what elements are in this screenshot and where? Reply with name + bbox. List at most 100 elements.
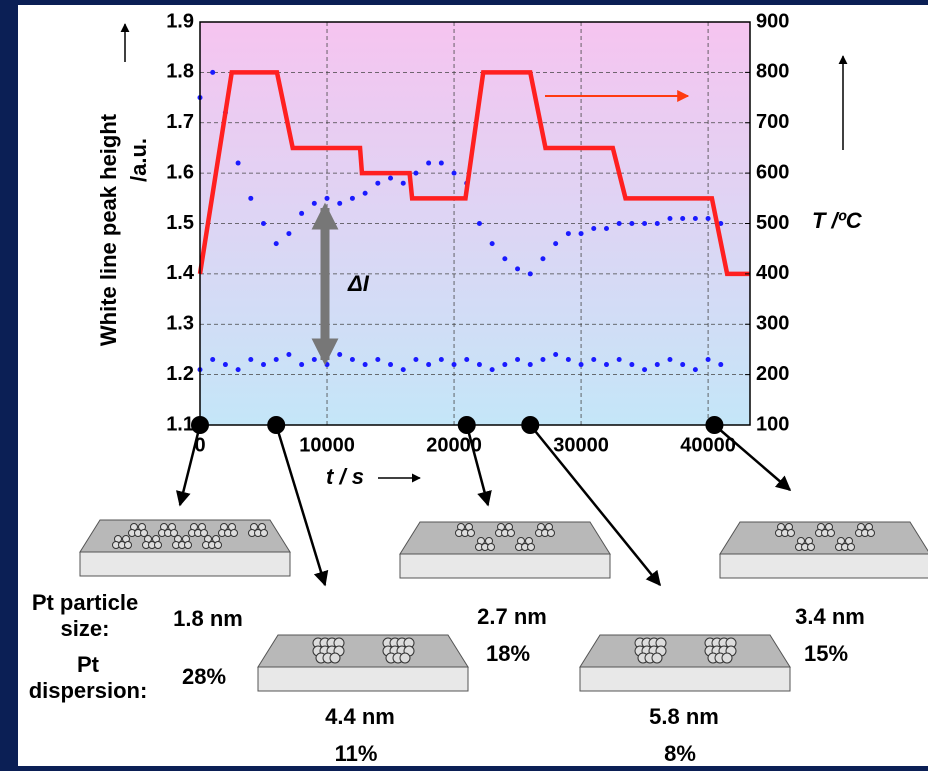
data-point: [248, 195, 254, 201]
particle: [399, 652, 411, 664]
data-point: [692, 367, 698, 373]
data-point: [388, 175, 394, 181]
data-point: [680, 362, 686, 368]
particle: [230, 529, 238, 537]
x-tick-label: 0: [194, 434, 205, 456]
data-point: [311, 200, 317, 206]
particle: [547, 529, 555, 537]
dispersion-label-line: dispersion:: [29, 678, 148, 703]
y2-tick-label: 600: [756, 161, 789, 183]
particle-size: 3.4 nm: [795, 604, 865, 629]
data-point: [616, 221, 622, 226]
sample-point: [521, 416, 540, 434]
slab-top: [399, 521, 611, 555]
y-tick-label: 1.3: [166, 313, 194, 335]
data-point: [603, 362, 609, 368]
data-point: [642, 367, 648, 373]
data-point: [527, 362, 533, 368]
y-tick-label: 1.2: [166, 363, 194, 385]
data-point: [349, 195, 355, 201]
slab-front: [399, 553, 611, 579]
data-point: [476, 362, 482, 368]
data-point: [540, 256, 546, 262]
particle-size: 4.4 nm: [325, 704, 395, 729]
particle-size: 2.7 nm: [477, 604, 547, 629]
y-tick-label: 1.1: [166, 413, 194, 435]
data-point: [616, 357, 622, 363]
particle: [487, 543, 495, 551]
particle: [527, 543, 535, 551]
sample-arrow: [275, 424, 329, 587]
data-point: [578, 362, 584, 368]
particle: [507, 529, 515, 537]
data-point: [476, 221, 482, 226]
slab-top: [579, 634, 791, 668]
data-point: [324, 195, 330, 201]
data-point: [553, 351, 559, 357]
slab-front: [719, 553, 928, 579]
data-point: [273, 357, 279, 363]
particle: [867, 529, 875, 537]
particle: [184, 541, 192, 549]
data-point: [667, 215, 673, 221]
data-point: [718, 221, 724, 226]
data-point: [705, 215, 711, 221]
y2-tick-label: 100: [756, 413, 789, 435]
slab-front: [579, 666, 791, 692]
data-point: [565, 231, 571, 237]
data-point: [642, 221, 648, 226]
dispersion: 15%: [804, 641, 848, 666]
data-point: [324, 362, 330, 368]
data-point: [273, 241, 279, 247]
data-point: [654, 362, 660, 368]
data-point: [286, 231, 292, 237]
x-tick-label: 20000: [426, 434, 482, 456]
size-label: Pt particle size:: [32, 590, 138, 641]
data-point: [464, 357, 470, 363]
particle: [651, 652, 663, 664]
data-point: [362, 362, 368, 368]
particle: [467, 529, 475, 537]
dispersion-label: Pt dispersion:: [29, 652, 148, 703]
particle: [154, 541, 162, 549]
sample-arrow: [465, 424, 492, 507]
y2-tick-label: 200: [756, 363, 789, 385]
y-axis-unit: /a.u.: [126, 138, 151, 182]
y-axis-title: White line peak height: [96, 113, 121, 346]
y2-tick-label: 400: [756, 262, 789, 284]
particle: [847, 543, 855, 551]
data-point: [337, 351, 343, 357]
sample-point: [267, 416, 286, 434]
data-point: [299, 210, 305, 216]
data-point: [388, 362, 394, 368]
data-point: [235, 160, 241, 166]
data-point: [400, 180, 406, 186]
dispersion-label-line: Pt: [77, 652, 100, 677]
data-point: [540, 357, 546, 363]
sample-point: [457, 416, 476, 434]
particle: [787, 529, 795, 537]
data-point: [311, 357, 317, 363]
slab-top: [257, 634, 469, 668]
y-tick-label: 1.8: [166, 61, 194, 83]
data-point: [286, 351, 292, 357]
data-point: [438, 357, 444, 363]
data-point: [210, 357, 216, 363]
particle: [124, 541, 132, 549]
particle: [260, 529, 268, 537]
y-tick-label: 1.6: [166, 161, 194, 183]
data-point: [451, 170, 457, 176]
sample-arrow: [529, 424, 661, 587]
particle: [827, 529, 835, 537]
data-point: [603, 226, 609, 232]
slab-top: [719, 521, 928, 555]
data-point: [502, 256, 508, 262]
y2-axis-title: T /ºC: [812, 208, 863, 233]
particle: [721, 652, 733, 664]
data-point: [426, 160, 432, 166]
data-point: [400, 367, 406, 373]
data-point: [337, 200, 343, 206]
data-point: [299, 362, 305, 368]
data-point: [222, 362, 228, 368]
